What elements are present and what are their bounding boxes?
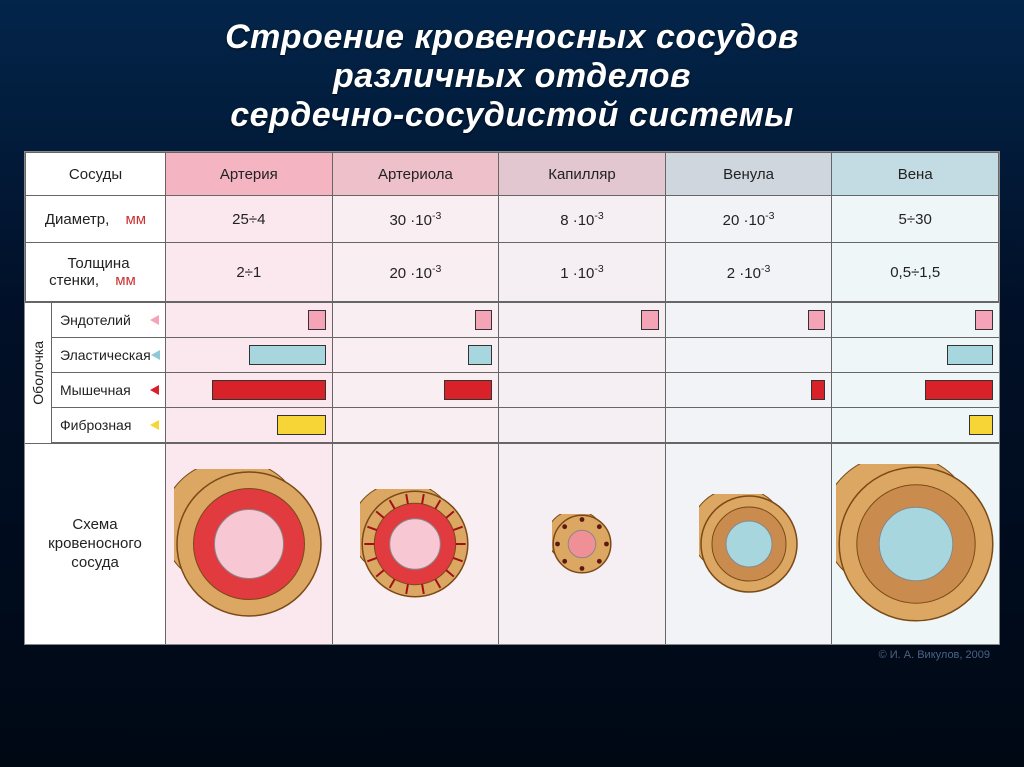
sheath-bar-cell bbox=[499, 373, 666, 408]
sheath-layer-label: Фиброзная bbox=[52, 408, 166, 443]
col-arteriole: Артериола bbox=[332, 153, 499, 196]
data-table: Сосуды Артерия Артериола Капилляр Венула… bbox=[25, 152, 999, 302]
sheath-bar-cell bbox=[333, 303, 500, 338]
diam-capillary: 8 ·10-3 bbox=[499, 196, 666, 243]
thk-vein: 0,5÷1,5 bbox=[832, 243, 999, 302]
thk-arteriole: 20 ·10-3 bbox=[332, 243, 499, 302]
sheath-bar-cell bbox=[832, 338, 999, 373]
diagram-label: Схема кровеносного сосуда bbox=[25, 444, 166, 644]
sheath-section: Оболочка ЭндотелийЭластическаяМышечнаяФи… bbox=[25, 302, 999, 443]
sheath-bar-cell bbox=[666, 373, 833, 408]
credit-text: © И. А. Викулов, 2009 bbox=[24, 645, 1000, 661]
sheath-layer-label: Эластическая bbox=[52, 338, 166, 373]
sheath-layer-label: Эндотелий bbox=[52, 303, 166, 338]
vessel-diagram bbox=[333, 444, 500, 644]
sheath-bar-cell bbox=[166, 408, 333, 443]
diam-venule: 20 ·10-3 bbox=[665, 196, 832, 243]
sheath-bar-cell bbox=[333, 373, 500, 408]
diameter-label: Диаметр, мм bbox=[26, 196, 166, 243]
sheath-bar-cell bbox=[832, 303, 999, 338]
sheath-bar-cell bbox=[166, 303, 333, 338]
sheath-layer-label: Мышечная bbox=[52, 373, 166, 408]
col-venule: Венула bbox=[665, 153, 832, 196]
sheath-bar-cell bbox=[832, 408, 999, 443]
thk-artery: 2÷1 bbox=[166, 243, 333, 302]
diam-arteriole: 30 ·10-3 bbox=[332, 196, 499, 243]
thk-venule: 2 ·10-3 bbox=[665, 243, 832, 302]
diam-artery: 25÷4 bbox=[166, 196, 333, 243]
col-capillary: Капилляр bbox=[499, 153, 666, 196]
sheath-bar-cell bbox=[666, 303, 833, 338]
sheath-bar-cell bbox=[832, 373, 999, 408]
vessel-diagram bbox=[832, 444, 999, 644]
thickness-row: Толщина стенки, мм 2÷1 20 ·10-3 1 ·10-3 … bbox=[26, 243, 999, 302]
vessel-diagram bbox=[166, 444, 333, 644]
vessel-diagram bbox=[666, 444, 833, 644]
diam-vein: 5÷30 bbox=[832, 196, 999, 243]
col-vein: Вена bbox=[832, 153, 999, 196]
diagram-row: Схема кровеносного сосуда bbox=[25, 443, 999, 644]
sheath-bar-cell bbox=[499, 408, 666, 443]
sheath-bar-cell bbox=[333, 338, 500, 373]
diameter-row: Диаметр, мм 25÷4 30 ·10-3 8 ·10-3 20 ·10… bbox=[26, 196, 999, 243]
sheath-bar-cell bbox=[166, 338, 333, 373]
sheath-bar-cell bbox=[666, 338, 833, 373]
thickness-label: Толщина стенки, мм bbox=[26, 243, 166, 302]
header-row: Сосуды Артерия Артериола Капилляр Венула… bbox=[26, 153, 999, 196]
col-artery: Артерия bbox=[166, 153, 333, 196]
sheath-bar-cell bbox=[499, 338, 666, 373]
sheath-bar-cell bbox=[166, 373, 333, 408]
sheath-group-label: Оболочка bbox=[25, 303, 52, 443]
slide-title: Строение кровеносных сосудов различных о… bbox=[24, 18, 1000, 135]
vessel-diagram bbox=[499, 444, 666, 644]
sheath-bar-cell bbox=[499, 303, 666, 338]
thk-capillary: 1 ·10-3 bbox=[499, 243, 666, 302]
vessel-table: Сосуды Артерия Артериола Капилляр Венула… bbox=[24, 151, 1000, 645]
sheath-bar-cell bbox=[666, 408, 833, 443]
sheath-bar-cell bbox=[333, 408, 500, 443]
header-label: Сосуды bbox=[26, 153, 166, 196]
